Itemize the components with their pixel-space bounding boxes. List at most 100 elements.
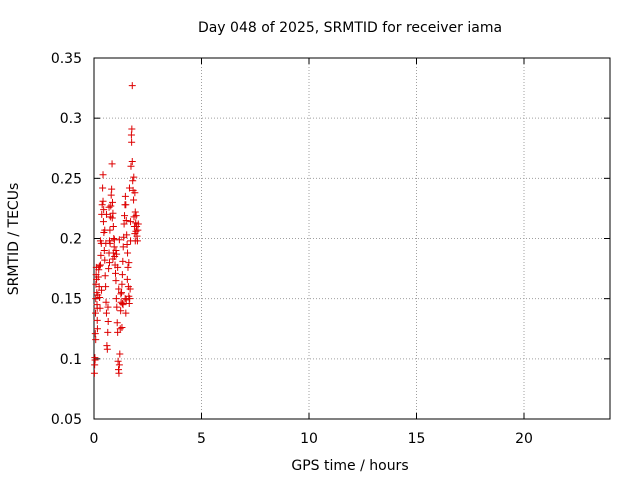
data-point (118, 280, 126, 288)
data-point (101, 272, 109, 280)
data-point (123, 231, 131, 239)
data-point (95, 266, 103, 274)
data-point (128, 82, 136, 90)
data-point (121, 295, 129, 303)
data-point (108, 198, 116, 206)
data-point (99, 184, 107, 192)
data-point (99, 218, 107, 226)
data-point (115, 285, 123, 293)
data-point (91, 356, 99, 364)
data-point (104, 328, 112, 336)
data-point (121, 212, 129, 220)
data-point (123, 275, 131, 283)
data-point (95, 262, 103, 270)
data-point (122, 216, 130, 224)
data-point (109, 222, 117, 230)
data-point (132, 212, 140, 220)
data-point (131, 208, 139, 216)
data-point (130, 196, 138, 204)
data-point (127, 131, 135, 139)
data-point (96, 261, 104, 269)
y-tick-label: 0.15 (51, 292, 82, 308)
data-point (92, 295, 100, 303)
data-point (100, 206, 108, 214)
data-point (105, 265, 113, 273)
data-point (108, 185, 116, 193)
data-point (125, 184, 133, 192)
chart-title: Day 048 of 2025, SRMTID for receiver iam… (198, 20, 502, 36)
data-point (118, 289, 126, 297)
data-points (90, 82, 142, 377)
data-point (100, 247, 108, 255)
data-point (116, 350, 124, 358)
data-point (98, 286, 106, 294)
data-point (109, 249, 117, 257)
data-point (122, 309, 130, 317)
data-point (107, 202, 115, 210)
x-axis-label: GPS time / hours (291, 458, 408, 474)
data-point (101, 226, 109, 234)
data-point (92, 309, 100, 317)
data-point (99, 171, 107, 179)
data-point (114, 328, 122, 336)
data-point (107, 191, 115, 199)
data-point (127, 218, 135, 226)
data-point (101, 256, 109, 264)
data-point (98, 201, 106, 209)
y-axis-label: SRMTID / TECUs (6, 183, 22, 296)
data-point (104, 303, 112, 311)
data-point (105, 203, 113, 211)
data-point (114, 263, 122, 271)
data-point (120, 220, 128, 228)
data-point (99, 197, 107, 205)
data-point (96, 237, 104, 245)
data-point (102, 309, 110, 317)
x-tick-label: 15 (408, 431, 426, 447)
data-point (118, 299, 126, 307)
data-point (118, 324, 126, 332)
data-point (117, 307, 125, 315)
data-point (126, 285, 134, 293)
data-point (122, 296, 130, 304)
data-point (108, 160, 116, 168)
y-tick-label: 0.25 (51, 171, 82, 187)
data-point (133, 237, 141, 245)
data-point (96, 293, 104, 301)
data-point (97, 251, 105, 259)
data-point (102, 283, 110, 291)
data-point (114, 357, 122, 365)
y-tick-label: 0.05 (51, 412, 82, 428)
x-tick-label: 20 (515, 431, 533, 447)
data-point (110, 235, 118, 242)
x-tick-label: 10 (300, 431, 318, 447)
y-tick-label: 0.2 (60, 232, 82, 248)
data-point (113, 250, 121, 258)
data-point (102, 210, 110, 218)
data-point (121, 192, 129, 200)
data-point (93, 325, 101, 333)
data-point (124, 263, 132, 271)
data-point (95, 283, 103, 291)
data-point (110, 243, 118, 251)
data-point (134, 226, 142, 234)
data-point (115, 369, 123, 377)
ticks: 0 5 10 15 20 0.05 0.1 0.15 0.2 0.25 0.3 0.35 (51, 51, 610, 447)
data-point (122, 201, 130, 209)
data-point (94, 273, 102, 281)
data-point (108, 214, 116, 222)
data-point (113, 319, 121, 327)
data-point (129, 177, 137, 185)
y-tick-label: 0.1 (60, 352, 82, 368)
data-point (93, 304, 101, 312)
data-point (132, 227, 140, 235)
data-point (90, 369, 98, 377)
grid (94, 58, 610, 419)
data-point (130, 173, 138, 181)
data-point (123, 241, 131, 249)
data-point (118, 271, 126, 279)
data-point (128, 138, 136, 146)
data-point (116, 325, 124, 333)
x-tick-label: 0 (90, 431, 99, 447)
data-point (117, 290, 125, 298)
